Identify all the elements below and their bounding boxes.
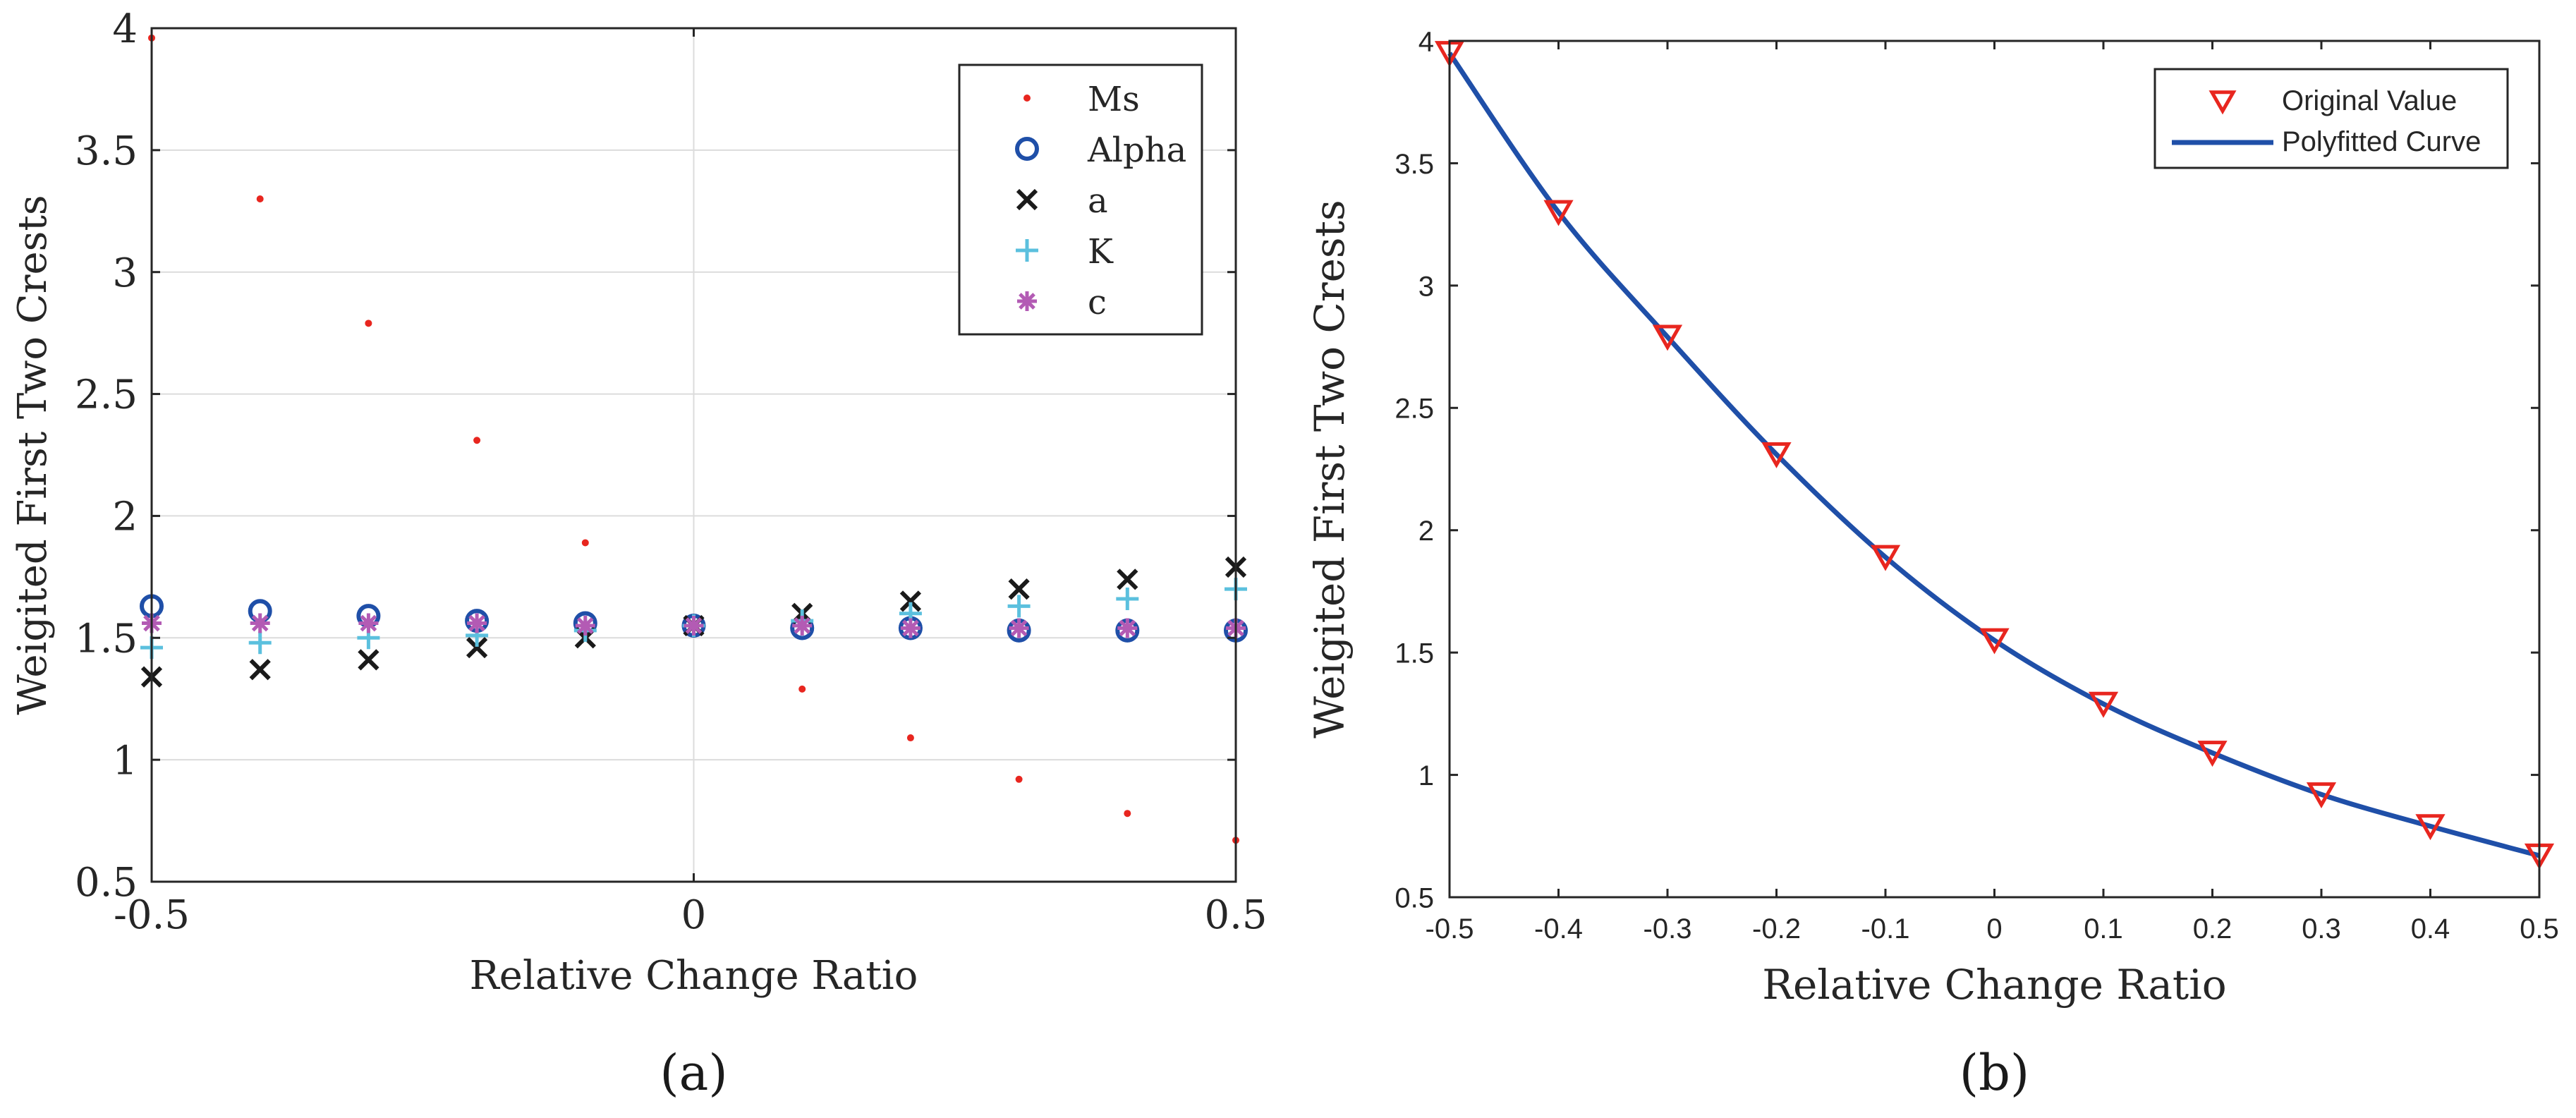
point-c <box>1117 618 1138 638</box>
point-ms <box>365 320 372 327</box>
point-a <box>1008 578 1030 600</box>
point-c <box>575 616 595 636</box>
legend-box <box>958 63 1203 336</box>
panel-b-legend: Original Value Polyfitted Curve <box>2153 68 2509 169</box>
legend-marker-a <box>1016 188 1038 211</box>
chart-panel-a: -0.5 0 0.5 0.5 1 1.5 2 2.5 3 3.5 4 Relative Change… <box>10 6 1268 1102</box>
legend-marker-ms <box>1023 95 1031 102</box>
x-tick-label: 0.5 <box>1204 892 1267 938</box>
legend-label: a <box>1088 181 1108 221</box>
y-tick-label: 4 <box>1418 26 1434 57</box>
legend-label: Polyfitted Curve <box>2282 126 2481 157</box>
panel-b-label: (b) <box>1960 1044 2029 1102</box>
panel-b-ticks: -0.5 -0.4 -0.3 -0.2 -0.1 0 0.1 0.2 0.3 0.4 0.5 0.5 1… <box>1395 26 2558 944</box>
y-tick-label: 3.5 <box>1395 149 1434 180</box>
point-c <box>1009 618 1029 638</box>
point-a <box>358 649 379 671</box>
point-c <box>250 613 270 633</box>
y-tick-label: 4 <box>112 6 138 52</box>
point-ms <box>798 685 806 693</box>
y-tick-label: 3 <box>1418 271 1434 302</box>
x-tick-label: -0.2 <box>1752 913 1801 944</box>
point-a <box>1117 569 1138 590</box>
legend-marker-k <box>1016 239 1038 262</box>
x-tick-label: -0.5 <box>114 892 190 938</box>
panel-a-label: (a) <box>660 1044 727 1102</box>
legend-box <box>2153 68 2509 169</box>
point-ms <box>1015 775 1023 783</box>
x-tick-label: 0.3 <box>2302 913 2341 944</box>
legend-marker-c <box>1017 291 1037 311</box>
legend-label: c <box>1088 283 1107 322</box>
x-tick-label: 0 <box>1986 913 2002 944</box>
x-tick-label: 0.2 <box>2193 913 2232 944</box>
y-tick-label: 1 <box>112 738 138 784</box>
point-k <box>1116 587 1139 610</box>
point-a <box>466 636 488 659</box>
x-tick-label: 0.5 <box>2520 913 2559 944</box>
y-tick-label: 2.5 <box>1395 394 1434 425</box>
point-ms <box>256 195 264 202</box>
y-tick-label: 3 <box>112 250 138 296</box>
original-value-point <box>1979 628 2010 655</box>
panel-a-legend: Ms Alpha aKc <box>958 63 1203 336</box>
x-tick-label: 0 <box>681 892 707 938</box>
panel-a-ticks: -0.5 0 0.5 0.5 1 1.5 2 2.5 3 3.5 4 <box>75 6 1268 938</box>
panel-b-x-axis-label: Relative Change Ratio <box>1762 961 2226 1009</box>
polyfitted-curve-line <box>1447 51 2540 858</box>
point-ms <box>906 734 914 742</box>
y-tick-label: 1.5 <box>1395 638 1434 669</box>
original-value-point <box>1543 200 1574 226</box>
original-value-point <box>1652 324 1683 351</box>
y-tick-label: 0.5 <box>75 860 138 906</box>
legend-label: Ms <box>1088 80 1140 119</box>
point-ms <box>1124 810 1131 818</box>
panel-a-x-axis-label: Relative Change Ratio <box>470 953 918 999</box>
x-tick-label: -0.3 <box>1644 913 1692 944</box>
original-value-point <box>2197 741 2228 767</box>
point-c <box>900 618 921 638</box>
panel-b-axes-box <box>1448 40 2541 899</box>
point-c <box>358 613 379 633</box>
x-tick-label: 0.4 <box>2411 913 2450 944</box>
legend-label: K <box>1088 232 1114 272</box>
point-ms <box>581 539 589 547</box>
point-a <box>899 590 922 612</box>
legend-label: Alpha <box>1087 130 1186 170</box>
x-tick-label: -0.1 <box>1861 913 1910 944</box>
x-tick-label: 0.1 <box>2084 913 2123 944</box>
x-tick-label: -0.5 <box>1426 913 1474 944</box>
original-value-point <box>1761 442 1792 468</box>
y-tick-label: 2 <box>1418 516 1434 547</box>
legend-marker-original-value <box>2209 90 2237 115</box>
point-c <box>792 616 813 636</box>
legend-marker-alpha <box>1015 137 1039 161</box>
y-tick-label: 1 <box>1418 760 1434 791</box>
legend-label: Original Value <box>2282 85 2457 116</box>
point-k <box>248 631 272 655</box>
y-tick-label: 1.5 <box>75 616 138 662</box>
point-c <box>684 616 704 636</box>
point-a <box>249 659 271 681</box>
chart-panel-b: -0.5 -0.4 -0.3 -0.2 -0.1 0 0.1 0.2 0.3 0.4 0.5 0.5 1… <box>1306 26 2559 1102</box>
original-value-point <box>1870 545 1901 571</box>
point-k <box>1007 595 1031 618</box>
point-ms <box>473 437 481 444</box>
panel-a-y-axis-label: Weigited First Two Crests <box>10 195 56 715</box>
original-value-point <box>2088 691 2119 718</box>
y-tick-label: 3.5 <box>75 128 138 174</box>
original-value-point <box>2306 782 2337 809</box>
panel-a-marks <box>140 34 1248 844</box>
y-tick-label: 0.5 <box>1395 882 1434 913</box>
panel-b-y-axis-label: Weigited First Two Crests <box>1306 200 1354 739</box>
y-tick-label: 2 <box>112 494 138 540</box>
x-tick-label: -0.4 <box>1534 913 1583 944</box>
y-tick-label: 2.5 <box>75 372 138 418</box>
original-value-point <box>2415 814 2446 841</box>
point-c <box>467 613 487 633</box>
